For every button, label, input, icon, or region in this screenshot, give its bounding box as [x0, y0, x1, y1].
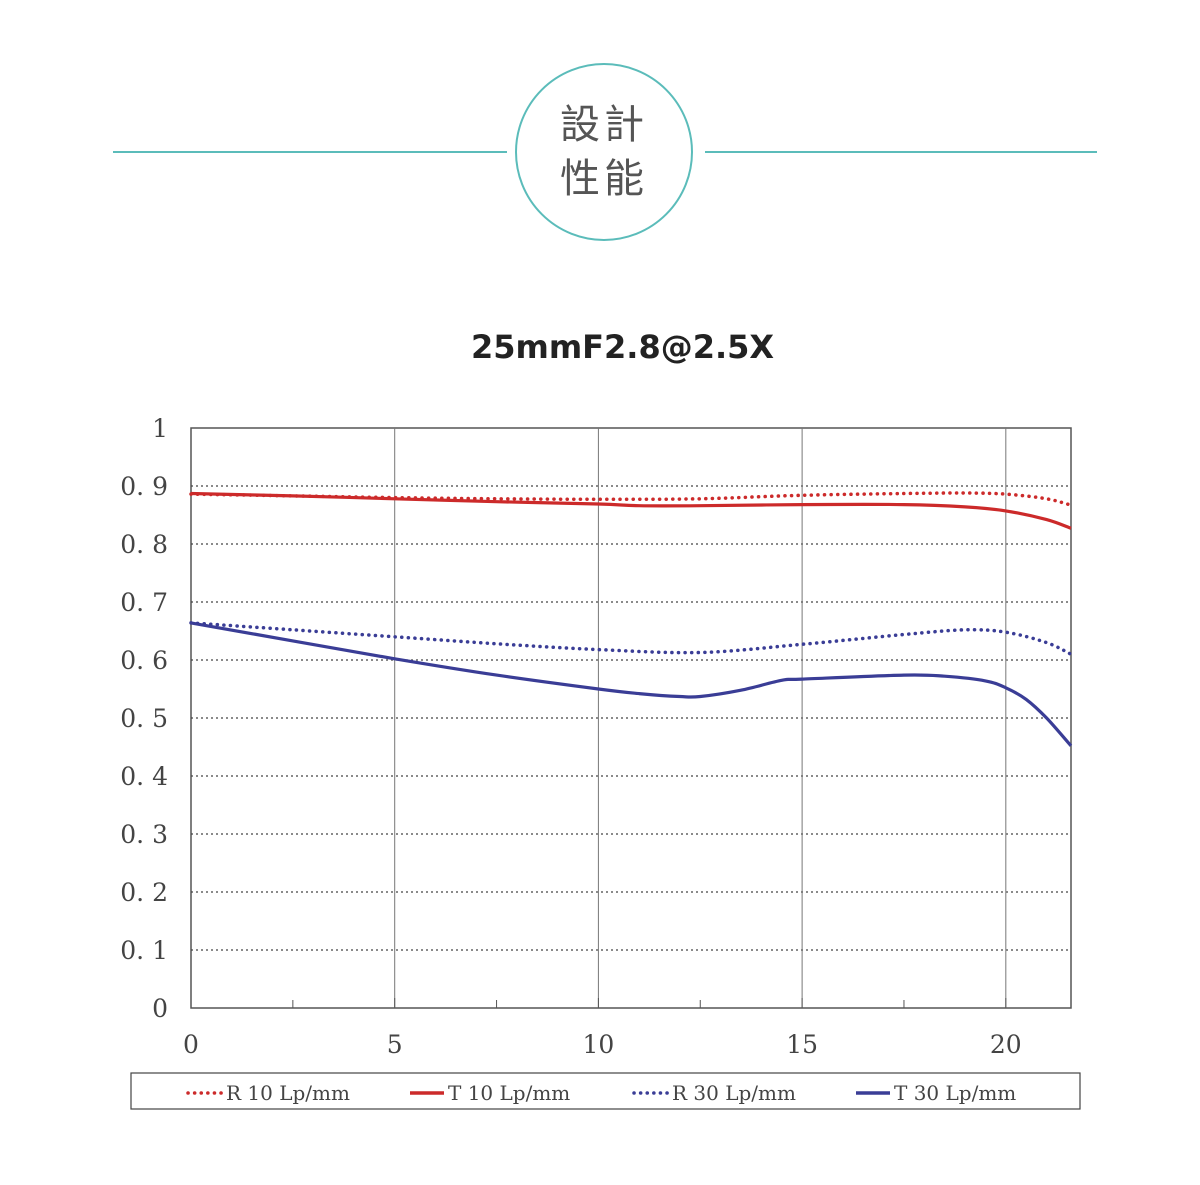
legend-label-4: T 30 Lp/mm — [894, 1081, 1016, 1105]
y-tick-label: 0. 2 — [120, 878, 168, 907]
legend-label-1: R 10 Lp/mm — [226, 1081, 350, 1105]
legend-box — [130, 1072, 1081, 1110]
y-tick-label: 0. 4 — [120, 762, 168, 791]
x-tick-label: 20 — [990, 1030, 1022, 1059]
legend-label-3: R 30 Lp/mm — [672, 1081, 796, 1105]
x-tick-label: 0 — [183, 1030, 199, 1059]
y-tick-label: 0. 7 — [120, 588, 168, 617]
chart-title: 25mmF2.8@2.5X — [470, 328, 775, 366]
x-tick-label: 15 — [786, 1030, 818, 1059]
series-line-2 — [190, 491, 1072, 530]
section-badge: 設計 性能 — [515, 63, 693, 241]
series-line-3 — [189, 621, 1073, 656]
y-tick-label: 0. 9 — [120, 472, 168, 501]
y-tick-label: 0. 3 — [120, 820, 168, 849]
y-tick-label: 0. 1 — [120, 936, 168, 965]
y-tick-label: 0. 5 — [120, 704, 168, 733]
series-line-1 — [189, 491, 1073, 507]
header-divider-right — [705, 151, 1097, 153]
y-tick-label: 0 — [152, 994, 168, 1023]
header-divider-left — [113, 151, 507, 153]
legend-label-2: T 10 Lp/mm — [448, 1081, 570, 1105]
badge-line-2: 性能 — [560, 156, 648, 202]
badge-line-1: 設計 — [560, 102, 648, 148]
series-line-4 — [190, 621, 1073, 747]
y-tick-label: 0. 8 — [120, 530, 168, 559]
x-tick-label: 10 — [583, 1030, 615, 1059]
y-tick-label: 1 — [152, 414, 168, 443]
x-tick-label: 5 — [387, 1030, 403, 1059]
y-tick-label: 0. 6 — [120, 646, 168, 675]
